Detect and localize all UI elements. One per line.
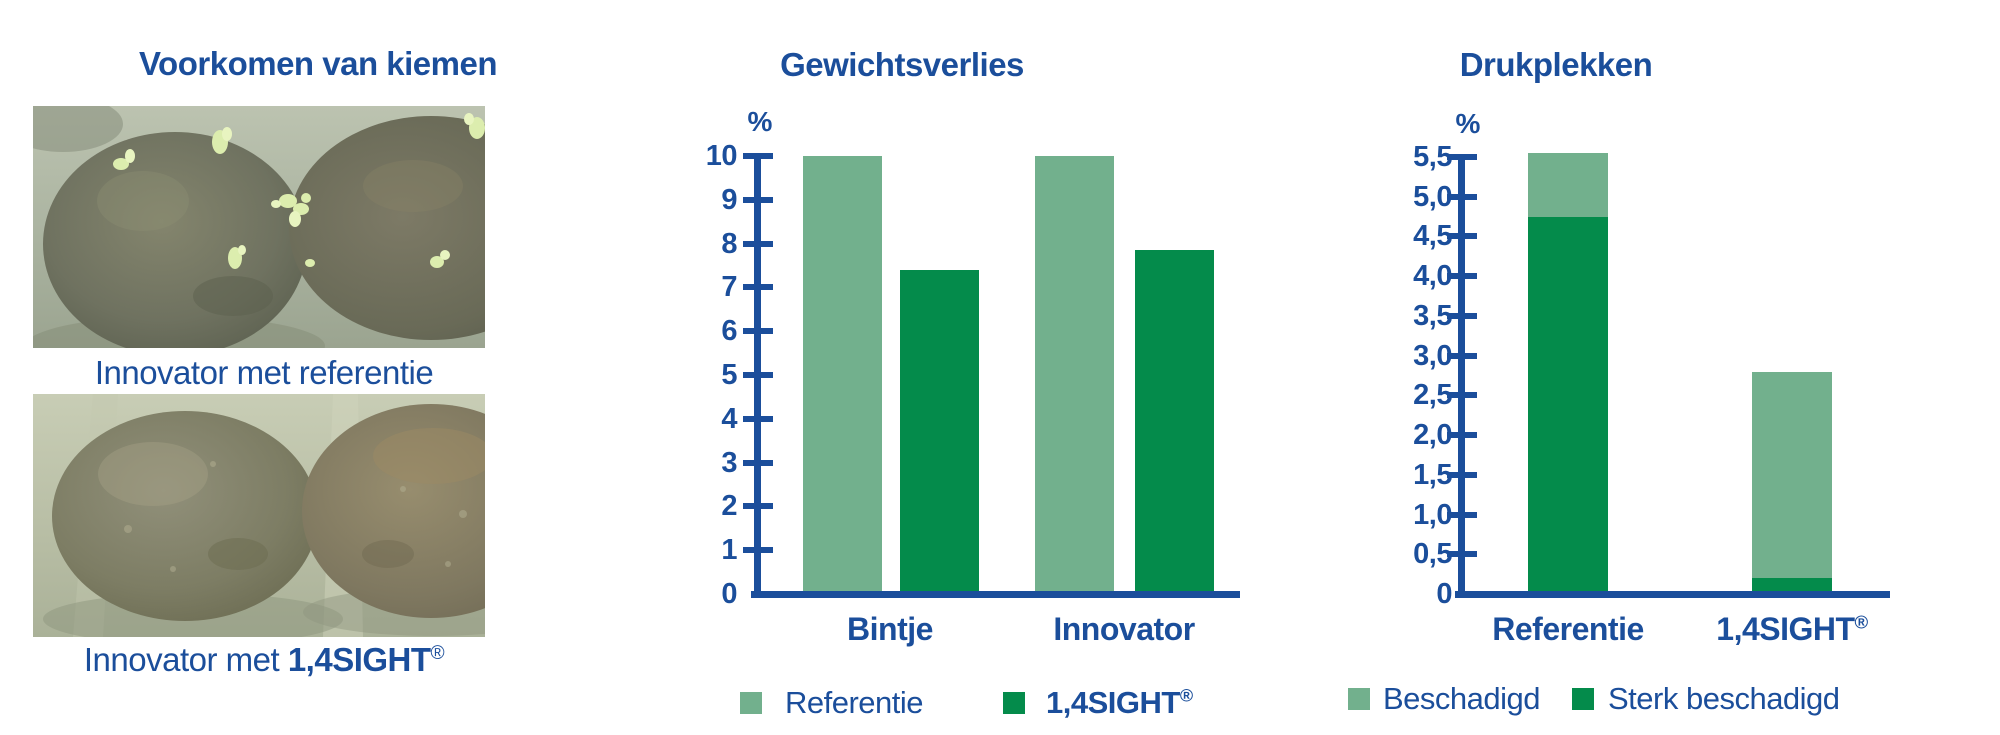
y-tick-label: 4,0: [1413, 260, 1452, 293]
y-tick-label: 4: [721, 402, 737, 435]
y-tick-label: 9: [721, 183, 737, 216]
y-tick-label: 6: [721, 315, 737, 348]
y-tick: [742, 503, 773, 510]
x-category-label: Bintje: [847, 611, 933, 647]
y-tick: [742, 459, 773, 466]
y-tick: [742, 240, 773, 247]
x-category-label: 1,4SIGHT®: [1716, 611, 1869, 647]
chart1-title: Gewichtsverlies: [780, 46, 1024, 83]
y-tick: [1446, 154, 1477, 160]
y-tick-label: 3: [721, 446, 737, 479]
chart2-legend-label-beschadigd: Beschadigd: [1383, 681, 1541, 716]
y-tick-label: 3,0: [1413, 339, 1452, 372]
photos-panel-title: Voorkomen van kiemen: [138, 45, 498, 82]
chart2-y-unit-label: %: [1455, 108, 1481, 139]
y-tick: [1446, 471, 1477, 478]
y-tick-label: 5,5: [1413, 141, 1452, 173]
chart2-legend-swatch-beschadigd: [1348, 688, 1370, 710]
photo1-caption: Innovator met referentie: [94, 354, 434, 391]
y-tick-label: 2,0: [1413, 419, 1452, 452]
y-tick: [1446, 551, 1477, 558]
y-tick-label: 7: [721, 271, 737, 304]
y-tick: [742, 284, 773, 291]
y-tick: [1446, 312, 1477, 319]
chart1-legend-swatch-referentie: [740, 692, 762, 714]
chart2-legend-label-sterk-beschadigd: Sterk beschadigd: [1608, 682, 1840, 716]
photo2-caption: Innovator met 1,4SIGHT®: [83, 641, 445, 679]
y-tick-label: 0: [1436, 578, 1452, 610]
chart2-legend-swatch-sterk-beschadigd: [1572, 688, 1594, 710]
legend-text: 1,4SIGHT: [1046, 685, 1180, 720]
bar-14sight-1: [1135, 250, 1214, 594]
y-tick-label: 3,5: [1413, 299, 1452, 332]
y-tick: [742, 547, 773, 554]
photo2-caption-prefix: Innovator met: [83, 641, 288, 678]
registered-mark: ®: [1854, 611, 1869, 633]
photo-potatoes-without-sprouts: [33, 394, 485, 637]
y-tick-label: 0: [721, 578, 737, 610]
y-tick: [742, 372, 773, 378]
bar-segment-beschadigd-1: [1752, 371, 1832, 579]
y-tick: [1446, 392, 1477, 399]
registered-mark: ®: [430, 643, 445, 664]
y-tick: [1446, 432, 1477, 439]
y-tick-label: 1: [721, 534, 737, 567]
bar-segment-sterkbeschadigd-0: [1528, 216, 1608, 594]
sprouts: [113, 113, 485, 269]
photo2-caption-brand: 1,4SIGHT: [287, 641, 431, 678]
chart1-legend-swatch-14sight: [1003, 692, 1025, 714]
chart2-title: Drukplekken: [1459, 46, 1653, 83]
y-tick: [1446, 352, 1477, 359]
bar-segment-sterkbeschadigd-1: [1752, 578, 1832, 594]
y-tick: [742, 328, 773, 335]
chart1-y-unit-label: %: [747, 106, 773, 137]
y-tick-label: 8: [721, 227, 737, 260]
legend-text: Referentie: [785, 685, 924, 720]
y-tick-label: 1,5: [1413, 458, 1452, 491]
chart1-x-axis: [751, 591, 1240, 598]
legend-text: Beschadigd: [1383, 681, 1541, 716]
registered-mark: ®: [1179, 685, 1193, 706]
y-tick: [1446, 273, 1477, 280]
y-tick-label: 2: [721, 490, 737, 523]
y-tick: [742, 153, 773, 159]
y-tick-label: 2,5: [1413, 379, 1452, 412]
bar-segment-beschadigd-0: [1528, 153, 1608, 217]
chart1-legend-label-referentie: Referentie: [785, 685, 924, 720]
x-category-label: Innovator: [1053, 611, 1195, 647]
y-tick-label: 1,0: [1413, 498, 1452, 531]
y-tick-label: 4,5: [1413, 220, 1452, 253]
y-tick: [742, 415, 773, 422]
bar-referentie-0: [803, 156, 882, 594]
y-tick: [1446, 233, 1477, 240]
y-tick-label: 5: [721, 359, 737, 391]
y-tick-label: 0,5: [1413, 538, 1452, 571]
y-tick: [742, 196, 773, 203]
bar-14sight-0: [900, 269, 979, 594]
bar-referentie-1: [1035, 156, 1114, 594]
y-tick: [1446, 511, 1477, 518]
chart1-legend-label-14sight: 1,4SIGHT®: [1046, 686, 1193, 720]
y-tick-label: 5,0: [1413, 180, 1452, 213]
chart2-y-axis: [1458, 157, 1465, 597]
photos-panel: Voorkomen van kiemen: [0, 0, 640, 735]
legend-text: Sterk beschadigd: [1608, 681, 1840, 716]
x-category-label: Referentie: [1492, 611, 1644, 647]
photo-potatoes-with-sprouts: [33, 106, 485, 348]
chart2-x-axis: [1455, 591, 1890, 598]
y-tick-label: 10: [705, 140, 738, 172]
y-tick: [1446, 193, 1477, 200]
